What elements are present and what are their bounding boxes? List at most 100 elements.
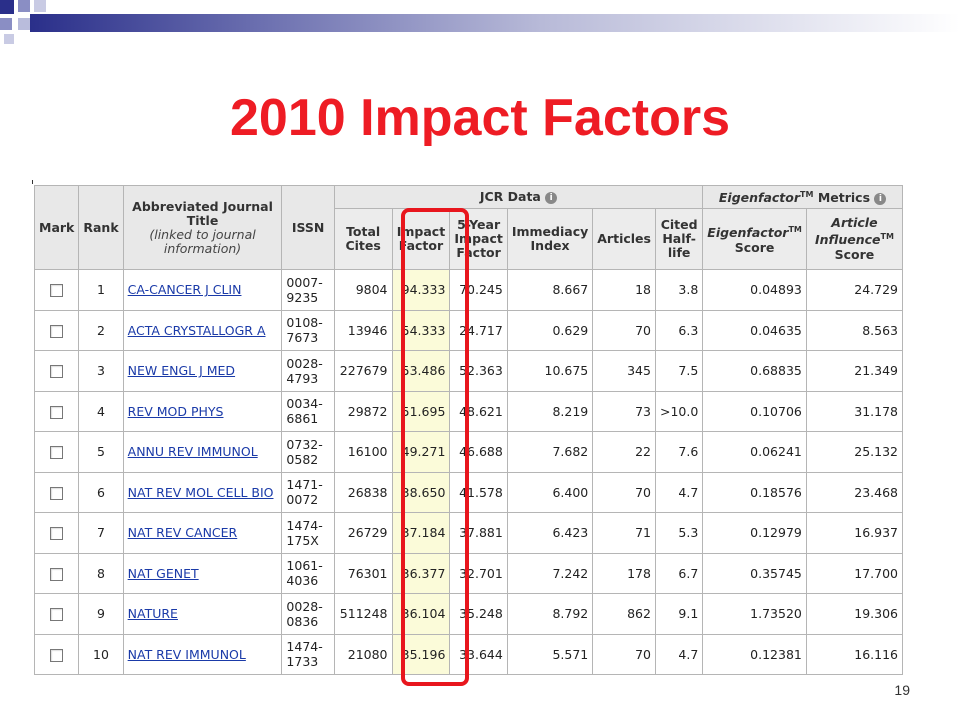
article-influence-cell: 17.700: [805, 552, 904, 594]
header-article-influence-label: Article Influence: [814, 215, 881, 248]
mark-cell: [33, 593, 80, 635]
journal-title-link[interactable]: NEW ENGL J MED: [127, 363, 236, 379]
mark-cell: [33, 350, 80, 392]
header-cited-half-life: Cited Half-life: [654, 208, 704, 270]
immediacy-index-cell: 10.675: [506, 350, 594, 392]
rank-cell: 3: [78, 350, 124, 392]
immediacy-index-cell: 8.792: [506, 593, 594, 635]
mark-cell: [33, 552, 80, 594]
mark-checkbox[interactable]: [50, 446, 64, 460]
journal-title-link[interactable]: REV MOD PHYS: [127, 403, 224, 419]
table-row: 6 NAT REV MOL CELL BIO 1471- 0072 26838 38.65…: [33, 471, 904, 513]
rank-cell: 4: [78, 390, 124, 432]
issn-part-2: 0072: [286, 492, 319, 508]
article-influence-cell: 31.178: [805, 390, 904, 432]
immediacy-index-cell: 8.219: [506, 390, 594, 432]
five-year-if-cell: 32.701: [449, 552, 508, 594]
articles-cell: 71: [592, 512, 656, 554]
total-cites-cell: 76301: [333, 552, 393, 594]
cited-half-life-cell: >10.0: [654, 390, 704, 432]
eigenfactor-score-cell: 1.73520: [702, 593, 807, 635]
articles-cell: 22: [592, 431, 656, 473]
cited-half-life-cell: 3.8: [654, 269, 704, 311]
journal-title-link[interactable]: NATURE: [127, 606, 178, 622]
header-group-jcr-label: JCR Data: [479, 189, 541, 204]
total-cites-cell: 16100: [333, 431, 393, 473]
header-rank: Rank: [78, 185, 124, 270]
mark-cell: [33, 269, 80, 311]
header-articles: Articles: [592, 208, 656, 270]
mark-checkbox[interactable]: [50, 284, 64, 298]
issn-part-2: 0582: [286, 451, 319, 467]
immediacy-index-cell: 7.242: [506, 552, 594, 594]
mark-cell: [33, 431, 80, 473]
journal-title-link[interactable]: CA-CANCER J CLIN: [127, 282, 242, 298]
header-journal-title: Abbreviated Journal Title (linked to jou…: [122, 185, 283, 270]
rank-cell: 9: [78, 593, 124, 635]
article-influence-cell: 16.116: [805, 633, 904, 675]
five-year-if-cell: 41.578: [449, 471, 508, 513]
five-year-if-cell: 37.881: [449, 512, 508, 554]
journal-title-cell: NAT REV MOL CELL BIO: [122, 471, 283, 513]
total-cites-cell: 9804: [333, 269, 393, 311]
table-body: 1 CA-CANCER J CLIN 0007- 9235 9804 94.333 70.2…: [33, 269, 904, 675]
journal-title-link[interactable]: NAT REV MOL CELL BIO: [127, 484, 274, 500]
journal-title-cell: ANNU REV IMMUNOL: [122, 431, 283, 473]
table-row: 1 CA-CANCER J CLIN 0007- 9235 9804 94.333 70.2…: [33, 269, 904, 311]
issn-cell: 1474- 1733: [281, 633, 335, 675]
table-row: 3 NEW ENGL J MED 0028- 4793 227679 53.486 52.3…: [33, 350, 904, 392]
table-row: 10 NAT REV IMMUNOL 1474- 1733 21080 35.196 33.…: [33, 633, 904, 675]
info-icon[interactable]: i: [545, 191, 558, 204]
deco-square-5: [34, 0, 46, 12]
mark-checkbox[interactable]: [50, 324, 64, 338]
table-row: 5 ANNU REV IMMUNOL 0732- 0582 16100 49.271 46.…: [33, 431, 904, 473]
impact-factor-cell: 38.650: [391, 471, 451, 513]
header-five-year-if: 5-Year Impact Factor: [449, 208, 508, 270]
issn-cell: 1471- 0072: [281, 471, 335, 513]
header-immediacy-index: Immediacy Index: [506, 208, 594, 270]
table-row: 7 NAT REV CANCER 1474- 175X 26729 37.184 37.88…: [33, 512, 904, 554]
journal-title-link[interactable]: NAT REV IMMUNOL: [127, 646, 246, 662]
mark-checkbox[interactable]: [50, 365, 64, 379]
header-journal-title-sub: (linked to journal information): [149, 226, 256, 256]
deco-square-6: [4, 34, 14, 44]
rank-cell: 2: [78, 309, 124, 351]
articles-cell: 73: [592, 390, 656, 432]
eigenfactor-score-cell: 0.04635: [702, 309, 807, 351]
table-row: 9 NATURE 0028- 0836 511248 36.104 35.248 8.792 8…: [33, 593, 904, 635]
mark-checkbox[interactable]: [50, 486, 64, 500]
immediacy-index-cell: 0.629: [506, 309, 594, 351]
journal-title-link[interactable]: NAT REV CANCER: [127, 525, 238, 541]
journal-title-link[interactable]: NAT GENET: [127, 565, 199, 581]
header-impact-factor: Impact Factor: [391, 208, 451, 270]
page-number: 19: [894, 682, 910, 698]
mark-checkbox[interactable]: [50, 608, 64, 622]
eigenfactor-score-cell: 0.68835: [702, 350, 807, 392]
article-influence-cell: 24.729: [805, 269, 904, 311]
issn-part-1: 1474-: [286, 639, 323, 655]
mark-checkbox[interactable]: [50, 648, 64, 662]
mark-checkbox[interactable]: [50, 527, 64, 541]
issn-part-2: 1733: [286, 654, 319, 670]
impact-factor-cell: 54.333: [391, 309, 451, 351]
info-icon[interactable]: i: [874, 193, 887, 206]
header-eigenfactor-label: Eigenfactor: [707, 225, 789, 241]
mark-checkbox[interactable]: [50, 567, 64, 581]
issn-part-1: 0732-: [286, 436, 323, 452]
journal-title-link[interactable]: ACTA CRYSTALLOGR A: [127, 322, 266, 338]
header-journal-title-main: Abbreviated Journal Title: [132, 198, 273, 228]
five-year-if-cell: 33.644: [449, 633, 508, 675]
eigenfactor-score-cell: 0.18576: [702, 471, 807, 513]
total-cites-cell: 511248: [333, 593, 393, 635]
articles-cell: 70: [592, 633, 656, 675]
header-total-cites: Total Cites: [333, 208, 393, 270]
immediacy-index-cell: 5.571: [506, 633, 594, 675]
header-group-jcr: JCR Data i: [333, 185, 704, 209]
mark-checkbox[interactable]: [50, 405, 64, 419]
issn-cell: 0034- 6861: [281, 390, 335, 432]
eigenfactor-score-cell: 0.06241: [702, 431, 807, 473]
journal-title-link[interactable]: ANNU REV IMMUNOL: [127, 444, 258, 460]
impact-factor-cell: 35.196: [391, 633, 451, 675]
journal-title-cell: CA-CANCER J CLIN: [122, 269, 283, 311]
total-cites-cell: 26838: [333, 471, 393, 513]
